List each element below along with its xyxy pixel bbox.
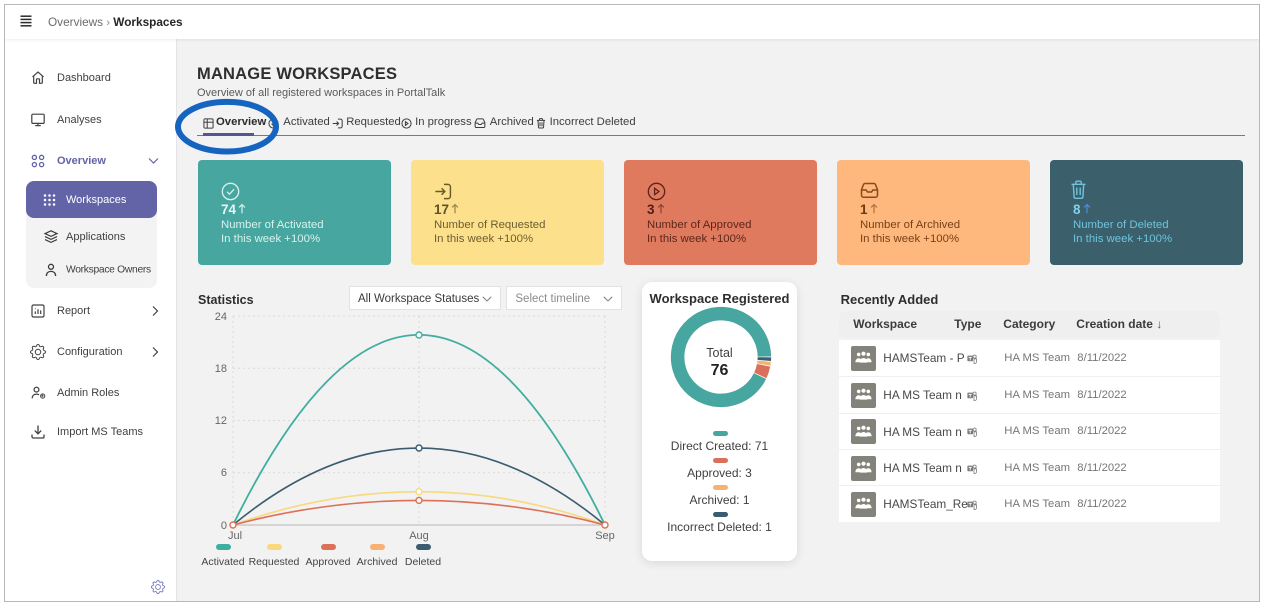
svg-text:24: 24 <box>215 311 227 323</box>
svg-text:6: 6 <box>221 467 227 479</box>
svg-text:Sep: Sep <box>595 530 615 542</box>
svg-text:18: 18 <box>215 363 227 375</box>
svg-text:12: 12 <box>215 415 227 427</box>
svg-text:0: 0 <box>221 520 227 532</box>
svg-text:Aug: Aug <box>409 530 429 542</box>
svg-text:Jul: Jul <box>228 530 242 542</box>
